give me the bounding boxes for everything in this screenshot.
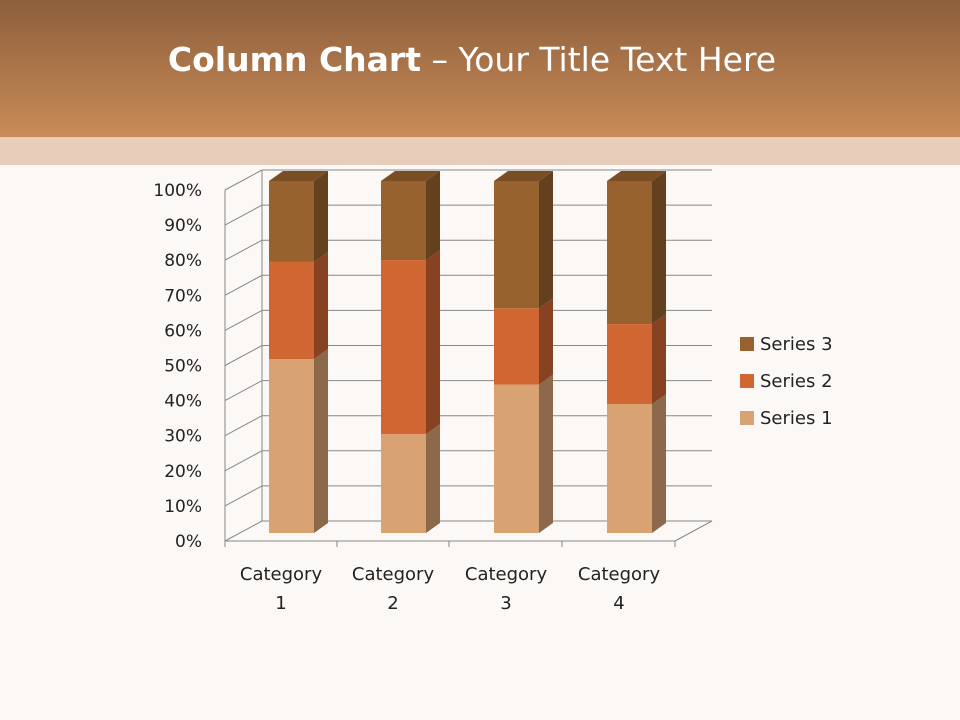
bar-front <box>607 404 652 533</box>
legend-label: Series 3 <box>760 334 833 355</box>
bar-side <box>426 250 440 435</box>
y-tick-label: 30% <box>164 427 202 447</box>
gridline-side <box>224 415 263 437</box>
y-tick-label: 20% <box>164 462 202 482</box>
x-tick-label: Category <box>352 564 435 585</box>
gridline-side <box>224 485 263 507</box>
bar-side <box>314 171 328 262</box>
bar-side <box>539 171 553 309</box>
y-tick-label: 60% <box>164 321 202 341</box>
y-tick-label: 10% <box>164 497 202 517</box>
bar-side <box>652 314 666 405</box>
gridline-side <box>224 239 263 261</box>
bar-front <box>269 261 314 360</box>
legend-label: Series 1 <box>760 408 833 429</box>
bar-front <box>381 181 426 261</box>
gridline-side <box>224 274 263 296</box>
bar-front <box>607 181 652 325</box>
y-tick-label: 40% <box>164 392 202 412</box>
title-banner <box>0 0 960 137</box>
bar-side <box>652 171 666 325</box>
gridline-side <box>224 450 263 472</box>
x-tick-label: Category <box>465 564 548 585</box>
y-tick-label: 0% <box>175 532 202 552</box>
floor-edge <box>674 520 713 542</box>
bar-front <box>494 181 539 309</box>
legend-label: Series 2 <box>760 371 833 392</box>
bar-top <box>269 171 328 181</box>
y-tick-label: 90% <box>164 216 202 236</box>
y-tick-label: 50% <box>164 357 202 377</box>
y-tick-label: 80% <box>164 251 202 271</box>
bar-side <box>426 424 440 533</box>
legend-swatch <box>740 411 754 425</box>
x-tick-label: 1 <box>275 593 286 614</box>
title-rest: – Your Title Text Here <box>420 40 777 79</box>
bar-top <box>494 171 553 181</box>
bar-front <box>269 359 314 533</box>
bar-side <box>539 374 553 533</box>
bar-side <box>426 171 440 261</box>
gridline-side <box>224 520 263 542</box>
gridline-side <box>224 309 263 331</box>
x-tick-label: Category <box>578 564 661 585</box>
x-tick-label: Category <box>240 564 323 585</box>
bar-front <box>381 260 426 435</box>
bar-side <box>314 251 328 360</box>
bar-front <box>607 324 652 405</box>
y-tick-label: 100% <box>153 181 202 201</box>
bar-front <box>494 308 539 385</box>
bar-top <box>607 171 666 181</box>
title-band <box>0 137 960 165</box>
bar-front <box>381 434 426 533</box>
gridline-side <box>224 345 263 366</box>
x-tick-label: 3 <box>500 593 511 614</box>
bar-front <box>269 181 314 262</box>
legend-swatch <box>740 374 754 388</box>
x-tick-label: 2 <box>387 593 398 614</box>
bar-top <box>381 171 440 181</box>
gridline-side <box>224 169 263 191</box>
bar-front <box>494 384 539 533</box>
gridline-side <box>224 380 263 402</box>
y-tick-label: 70% <box>164 286 202 306</box>
bar-side <box>539 298 553 385</box>
bar-side <box>652 394 666 533</box>
slide-title: Column Chart – Your Title Text Here <box>0 40 944 79</box>
gridline-side <box>224 204 263 226</box>
legend-swatch <box>740 337 754 351</box>
title-bold: Column Chart <box>167 40 421 79</box>
bar-side <box>314 349 328 533</box>
x-tick-label: 4 <box>613 593 624 614</box>
